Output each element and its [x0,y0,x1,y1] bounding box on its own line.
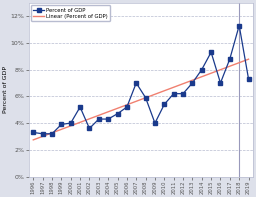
Linear (Percent of GDP) [159,91,162,93]
Percent of GDP [32,131,35,134]
Percent of GDP [228,58,231,60]
Linear (Percent of GDP) [32,139,35,141]
Percent of GDP [247,78,250,80]
Percent of GDP [41,133,44,135]
Percent of GDP [172,93,175,95]
Percent of GDP [125,106,129,108]
Linear (Percent of GDP) [213,71,216,73]
Percent of GDP [153,122,156,124]
Percent of GDP [210,51,213,53]
Legend: Percent of GDP, Linear (Percent of GDP): Percent of GDP, Linear (Percent of GDP) [31,5,110,21]
Linear (Percent of GDP) [227,66,230,68]
Line: Percent of GDP: Percent of GDP [31,24,250,136]
Percent of GDP [238,24,241,27]
Percent of GDP [116,112,119,115]
Percent of GDP [200,68,203,71]
Percent of GDP [163,103,166,106]
Percent of GDP [79,106,82,108]
Percent of GDP [144,97,147,99]
Percent of GDP [191,82,194,84]
Line: Linear (Percent of GDP): Linear (Percent of GDP) [33,59,249,140]
Y-axis label: Percent of GDP: Percent of GDP [3,66,8,113]
Percent of GDP [60,123,63,126]
Linear (Percent of GDP) [247,58,250,60]
Linear (Percent of GDP) [33,138,36,141]
Linear (Percent of GDP) [160,91,163,93]
Percent of GDP [106,118,110,120]
Percent of GDP [182,93,185,95]
Percent of GDP [50,133,54,135]
Percent of GDP [88,127,91,130]
Percent of GDP [69,122,72,124]
Percent of GDP [219,82,222,84]
Linear (Percent of GDP) [164,89,167,92]
Percent of GDP [135,82,138,84]
Percent of GDP [97,118,100,120]
